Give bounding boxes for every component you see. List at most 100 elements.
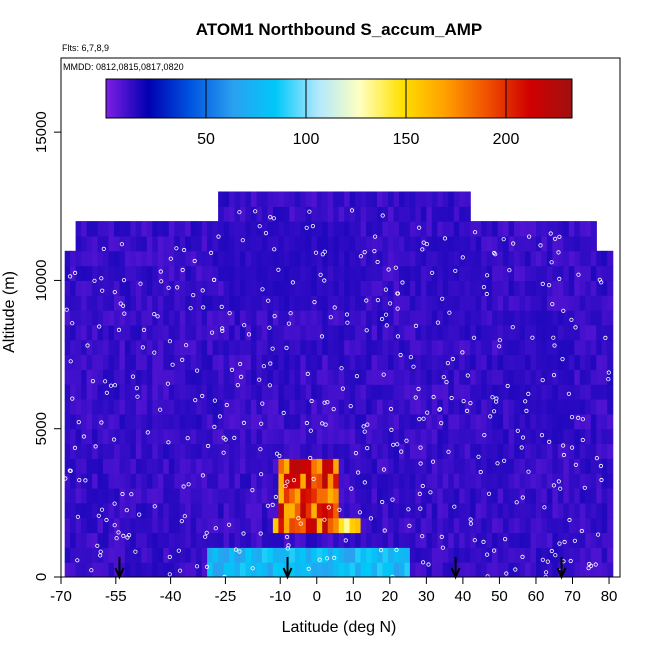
- sample-point: [277, 453, 282, 458]
- heatmap-cell: [196, 280, 203, 296]
- heatmap-cell: [404, 250, 411, 267]
- sample-point: [224, 402, 229, 408]
- sample-point: [267, 325, 272, 330]
- heatmap-cell: [168, 221, 175, 237]
- sample-point: [320, 421, 325, 426]
- heatmap-cell: [420, 562, 427, 577]
- heatmap-cell: [563, 369, 570, 385]
- heatmap-cell: [278, 547, 285, 563]
- sample-point: [270, 346, 275, 351]
- heatmap-cell: [377, 339, 384, 356]
- heatmap-cell: [229, 265, 236, 281]
- heatmap-cell: [579, 399, 586, 415]
- heatmap-cell: [497, 310, 504, 326]
- heatmap-cell: [316, 221, 323, 237]
- heatmap-cell: [486, 310, 493, 326]
- heatmap-cell: [503, 399, 510, 415]
- heatmap-cell: [431, 532, 438, 548]
- heatmap-cell: [81, 221, 88, 237]
- heatmap-cell: [360, 458, 367, 474]
- heatmap-cell: [212, 517, 219, 534]
- x-axis-label: Latitude (deg N): [282, 619, 397, 636]
- heatmap-cell: [294, 458, 301, 474]
- heatmap-cell: [92, 384, 99, 400]
- sample-point: [445, 360, 450, 366]
- heatmap-cell: [289, 413, 296, 430]
- heatmap-cell: [333, 488, 340, 504]
- sample-point: [104, 390, 110, 395]
- heatmap-cell: [190, 221, 197, 237]
- heatmap-cell: [382, 250, 389, 267]
- sample-point: [576, 415, 581, 420]
- heatmap-cell: [459, 265, 466, 281]
- heatmap-cell: [546, 532, 553, 548]
- heatmap-cell: [152, 339, 159, 356]
- heatmap-cell: [415, 458, 422, 474]
- heatmap-cell: [163, 443, 170, 459]
- sample-point: [253, 209, 258, 214]
- sample-point: [603, 335, 608, 340]
- heatmap-cell: [481, 562, 488, 577]
- heatmap-cell: [377, 384, 384, 400]
- heatmap-cell: [174, 458, 181, 474]
- heatmap-cell: [459, 280, 466, 296]
- sample-point: [599, 280, 604, 285]
- sample-point: [260, 401, 265, 406]
- heatmap-cell: [497, 280, 504, 296]
- heatmap-cell: [349, 473, 356, 489]
- heatmap-cell: [70, 488, 77, 504]
- heatmap-cell: [196, 443, 203, 459]
- sample-point: [165, 381, 170, 386]
- heatmap-cell: [568, 517, 575, 534]
- heatmap-cell: [261, 221, 268, 237]
- heatmap-cell: [201, 517, 208, 534]
- heatmap-cell: [223, 562, 230, 577]
- heatmap-cell: [316, 280, 323, 296]
- heatmap-cell: [338, 221, 345, 237]
- heatmap-cell: [283, 384, 290, 400]
- heatmap-cell: [251, 532, 258, 548]
- heatmap-cell: [86, 458, 93, 474]
- heatmap-cell: [81, 413, 88, 430]
- heatmap-cell: [552, 310, 559, 326]
- sample-point: [308, 455, 313, 461]
- heatmap-cell: [130, 488, 137, 504]
- sample-point: [108, 383, 114, 388]
- heatmap-cell: [86, 547, 93, 563]
- heatmap-cell: [261, 265, 268, 281]
- heatmap-cell: [300, 339, 307, 356]
- heatmap-cell: [261, 310, 268, 326]
- heatmap-cell: [530, 265, 537, 281]
- heatmap-cell: [294, 502, 301, 519]
- heatmap-cell: [590, 265, 597, 281]
- heatmap-cell: [294, 547, 301, 563]
- heatmap-cell: [492, 532, 499, 548]
- heatmap-cell: [415, 354, 422, 370]
- heatmap-cell: [431, 191, 438, 207]
- heatmap-cell: [579, 265, 586, 281]
- heatmap-cell: [519, 324, 526, 341]
- heatmap-cell: [163, 488, 170, 504]
- sample-point: [309, 398, 314, 404]
- heatmap-cell: [305, 458, 312, 474]
- heatmap-cell: [377, 399, 384, 415]
- heatmap-cell: [305, 324, 312, 341]
- heatmap-cell: [371, 517, 378, 534]
- heatmap-cell: [141, 221, 148, 237]
- heatmap-cell: [316, 458, 323, 474]
- heatmap-cell: [64, 295, 71, 311]
- heatmap-cell: [508, 354, 515, 370]
- heatmap-cell: [541, 517, 548, 534]
- heatmap-cell: [437, 562, 444, 577]
- sample-point: [540, 281, 545, 286]
- sample-point: [546, 282, 552, 288]
- heatmap-cell: [103, 532, 110, 548]
- heatmap-cell: [590, 547, 597, 563]
- heatmap-cell: [349, 458, 356, 474]
- heatmap-cell: [371, 532, 378, 548]
- heatmap-cell: [283, 235, 290, 252]
- heatmap-cell: [141, 324, 148, 341]
- heatmap-cell: [437, 339, 444, 356]
- heatmap-cell: [431, 295, 438, 311]
- heatmap-cell: [475, 265, 482, 281]
